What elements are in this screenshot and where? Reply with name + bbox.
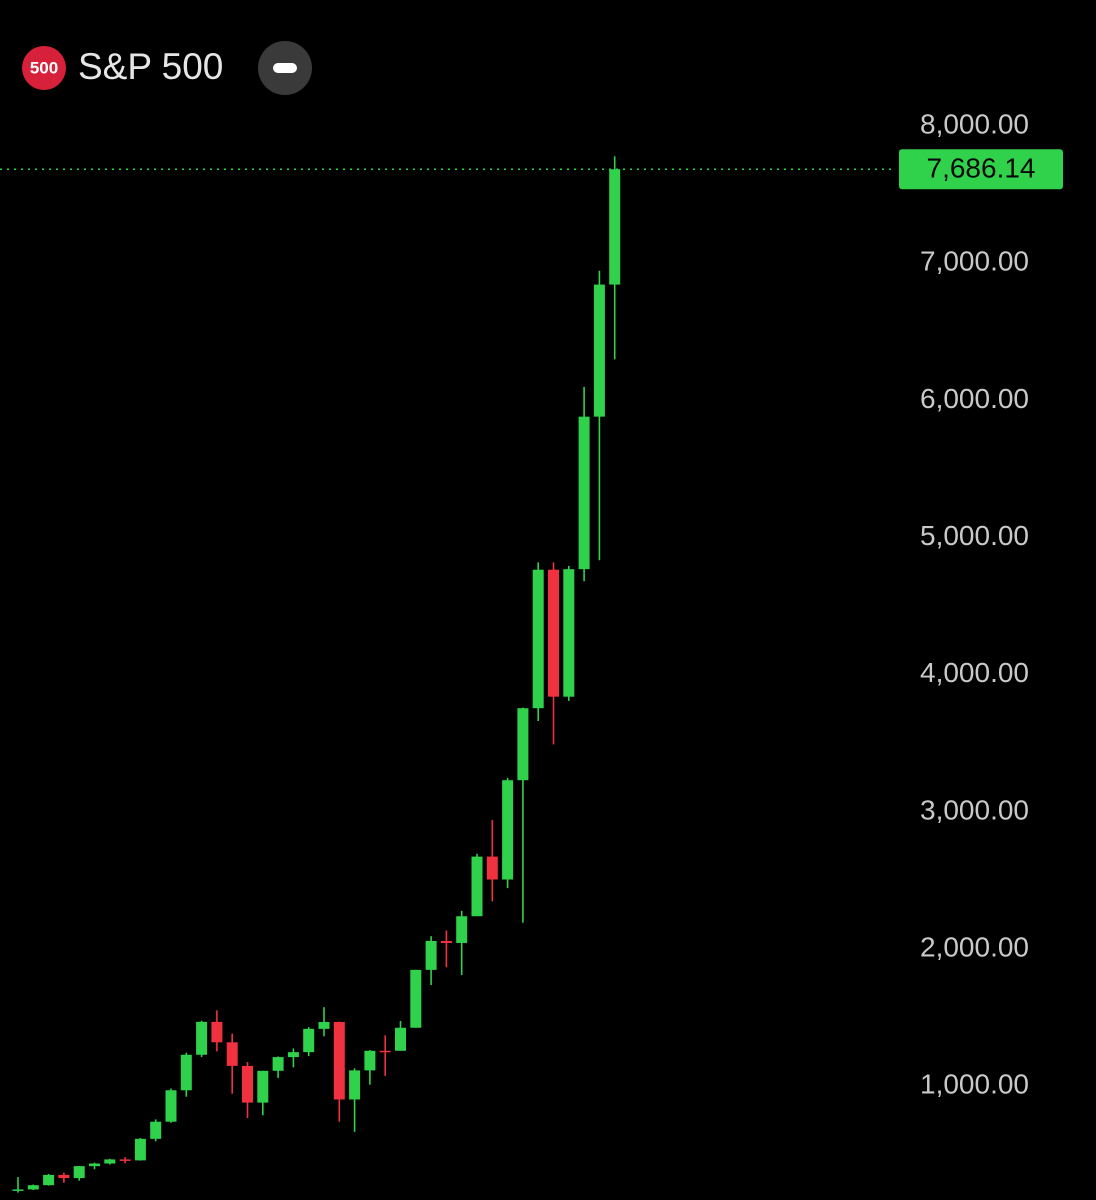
candle-body xyxy=(486,856,498,880)
candle-body xyxy=(272,1057,284,1071)
candle-body xyxy=(318,1021,330,1029)
candle-body xyxy=(532,569,544,709)
candle-body xyxy=(226,1042,238,1066)
candle-body xyxy=(303,1028,315,1053)
candle-body xyxy=(73,1166,85,1179)
candle-body xyxy=(287,1052,299,1058)
candle-body xyxy=(517,708,529,781)
candle-body xyxy=(395,1027,406,1051)
candle-body xyxy=(593,284,605,417)
candle-body xyxy=(333,1021,345,1100)
candle-body xyxy=(456,916,468,943)
candle-body xyxy=(104,1159,116,1164)
y-tick-label: 6,000.00 xyxy=(920,383,1029,414)
last-price-label: 7,686.14 xyxy=(927,153,1036,184)
candle-body xyxy=(165,1090,177,1122)
candle-body xyxy=(440,940,452,943)
candle-body xyxy=(211,1021,223,1043)
candle-body xyxy=(349,1070,361,1100)
chart-title: S&P 500 xyxy=(78,46,223,87)
candle-body xyxy=(425,940,437,970)
header: 500 S&P 500 xyxy=(22,41,312,95)
candle-body xyxy=(471,856,483,917)
candle-body xyxy=(257,1070,269,1103)
candle-body xyxy=(58,1174,70,1179)
candle-body xyxy=(410,969,422,1028)
y-tick-label: 2,000.00 xyxy=(920,931,1029,962)
candle-body xyxy=(119,1159,131,1161)
y-tick-label: 5,000.00 xyxy=(920,520,1029,551)
collapse-icon xyxy=(273,63,297,73)
candle-body xyxy=(27,1185,39,1190)
candle-body xyxy=(578,416,590,570)
candle-body xyxy=(89,1163,100,1167)
candle-body xyxy=(379,1050,391,1053)
y-tick-label: 8,000.00 xyxy=(920,109,1029,140)
plot-area: 1,000.00 2,000.00 3,000.00 4,000.00 5,000.00… xyxy=(0,109,1063,1193)
candle-body xyxy=(563,569,575,697)
candle-body xyxy=(609,169,621,285)
candle-body xyxy=(242,1065,253,1103)
candle-body xyxy=(196,1021,208,1055)
y-tick-label: 3,000.00 xyxy=(920,794,1029,825)
y-tick-label: 4,000.00 xyxy=(920,657,1029,688)
candle-body xyxy=(43,1174,55,1186)
candle-body xyxy=(150,1121,162,1139)
last-price-box xyxy=(899,149,1063,190)
candle-body xyxy=(12,1189,24,1191)
symbol-badge xyxy=(22,46,66,90)
symbol-badge-text: 500 xyxy=(30,58,58,77)
candle-body xyxy=(134,1138,146,1161)
y-tick-label: 1,000.00 xyxy=(920,1069,1029,1100)
candle-body xyxy=(364,1050,376,1071)
y-tick-label: 7,000.00 xyxy=(920,246,1029,277)
candle-body xyxy=(548,569,559,697)
candle-body xyxy=(180,1054,192,1091)
candle-body xyxy=(502,780,514,880)
